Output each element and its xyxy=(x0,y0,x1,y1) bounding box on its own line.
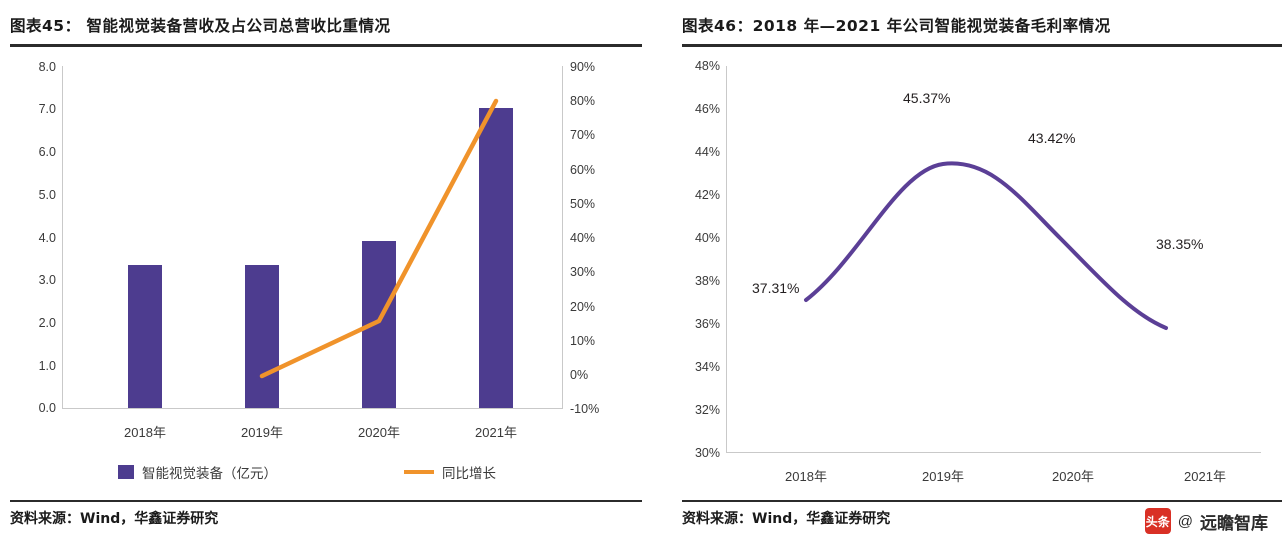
right-ytick-2: 44% xyxy=(694,145,720,159)
left-ytick-1: 7.0 xyxy=(38,102,56,116)
right-ytick-6: 36% xyxy=(694,317,720,331)
left-plot-area: 8.0 7.0 6.0 5.0 4.0 3.0 2.0 1.0 0.0 90% … xyxy=(0,60,648,460)
watermark-name: 远瞻智库 xyxy=(1200,513,1268,534)
right-xtick-0: 2018年 xyxy=(785,469,827,484)
bar-2018 xyxy=(128,265,162,408)
left-ytick-3: 5.0 xyxy=(38,188,56,202)
left-xtick-0: 2018年 xyxy=(124,425,166,440)
left-xtick-1: 2019年 xyxy=(241,425,283,440)
left-footer-divider xyxy=(10,500,642,502)
point-label-2020: 43.42% xyxy=(1028,130,1076,146)
left-title-row: 图表45： 智能视觉装备营收及占公司总营收比重情况 xyxy=(10,14,638,42)
bar-2020 xyxy=(362,241,396,408)
panel-divider xyxy=(654,0,655,554)
watermark: 头条 @ 远瞻智库 xyxy=(1144,508,1268,534)
left-ytick-8: 0.0 xyxy=(38,401,56,415)
right-ytick-5: 38% xyxy=(694,274,720,288)
left-ytick-4: 4.0 xyxy=(38,231,56,245)
left-y2-axis xyxy=(562,66,563,408)
legend-swatch-line-icon xyxy=(404,470,434,474)
left-y2tick-4: 50% xyxy=(570,197,596,211)
point-label-2021: 38.35% xyxy=(1156,236,1204,252)
right-ytick-3: 42% xyxy=(694,188,720,202)
left-x-axis xyxy=(62,408,563,409)
right-footer-divider xyxy=(682,500,1282,502)
right-x-axis xyxy=(726,452,1261,453)
left-y2tick-10: -10% xyxy=(570,402,600,416)
left-ytick-6: 2.0 xyxy=(38,316,56,330)
chart-panel-right: 图表46：2018 年—2021 年公司智能视觉装备毛利率情况 48% 46% … xyxy=(660,0,1282,554)
legend-item-line: 同比增长 xyxy=(404,462,496,482)
right-y-axis xyxy=(726,66,727,452)
left-ytick-7: 1.0 xyxy=(38,359,56,373)
right-xtick-2: 2020年 xyxy=(1052,469,1094,484)
left-title-divider xyxy=(10,44,642,47)
right-title-row: 图表46：2018 年—2021 年公司智能视觉装备毛利率情况 xyxy=(682,14,1272,42)
right-ytick-1: 46% xyxy=(694,102,720,116)
left-y2tick-1: 80% xyxy=(570,94,596,108)
left-y2tick-3: 60% xyxy=(570,163,596,177)
right-ytick-8: 32% xyxy=(694,403,720,417)
right-ytick-9: 30% xyxy=(694,446,720,460)
bar-2019 xyxy=(245,265,279,408)
right-xtick-3: 2021年 xyxy=(1184,469,1226,484)
legend-label-line: 同比增长 xyxy=(442,466,496,481)
left-chart-title: 图表45： 智能视觉装备营收及占公司总营收比重情况 xyxy=(10,17,391,35)
right-plot-area: 48% 46% 44% 42% 40% 38% 36% 34% 32% 30% … xyxy=(660,58,1282,484)
chart-panel-left: 图表45： 智能视觉装备营收及占公司总营收比重情况 8.0 7.0 6.0 5.… xyxy=(0,14,648,527)
right-ytick-7: 34% xyxy=(694,360,720,374)
left-xtick-2: 2020年 xyxy=(358,425,400,440)
left-y2tick-7: 20% xyxy=(570,300,596,314)
left-y2tick-5: 40% xyxy=(570,231,596,245)
right-title-divider xyxy=(682,44,1282,47)
toutiao-badge-icon: 头条 xyxy=(1144,508,1171,534)
left-source-note: 资料来源：Wind，华鑫证券研究 xyxy=(10,511,219,527)
right-ytick-0: 48% xyxy=(694,59,720,73)
left-ytick-5: 3.0 xyxy=(38,273,56,287)
legend-item-bar: 智能视觉装备（亿元） xyxy=(118,462,277,482)
left-xtick-3: 2021年 xyxy=(475,425,517,440)
right-chart-title: 图表46：2018 年—2021 年公司智能视觉装备毛利率情况 xyxy=(682,17,1111,35)
left-legend: 智能视觉装备（亿元） 同比增长 xyxy=(0,462,648,482)
left-y2tick-0: 90% xyxy=(570,60,596,74)
legend-label-bar: 智能视觉装备（亿元） xyxy=(142,466,277,481)
bar-2021 xyxy=(479,108,513,408)
right-source-note: 资料来源：Wind，华鑫证券研究 xyxy=(682,511,891,527)
left-ytick-2: 6.0 xyxy=(38,145,56,159)
right-xtick-1: 2019年 xyxy=(922,469,964,484)
right-ytick-4: 40% xyxy=(694,231,720,245)
left-y2tick-8: 10% xyxy=(570,334,596,348)
point-label-2019: 45.37% xyxy=(903,90,951,106)
watermark-at: @ xyxy=(1177,512,1193,530)
left-y2tick-2: 70% xyxy=(570,128,596,142)
growth-line xyxy=(259,98,499,379)
left-y-axis xyxy=(62,66,63,408)
left-ytick-0: 8.0 xyxy=(38,60,56,74)
legend-swatch-bar-icon xyxy=(118,465,134,479)
gross-margin-curve xyxy=(804,161,1168,330)
point-label-2018: 37.31% xyxy=(752,280,800,296)
left-y2tick-6: 30% xyxy=(570,265,596,279)
left-y2tick-9: 0% xyxy=(570,368,589,382)
